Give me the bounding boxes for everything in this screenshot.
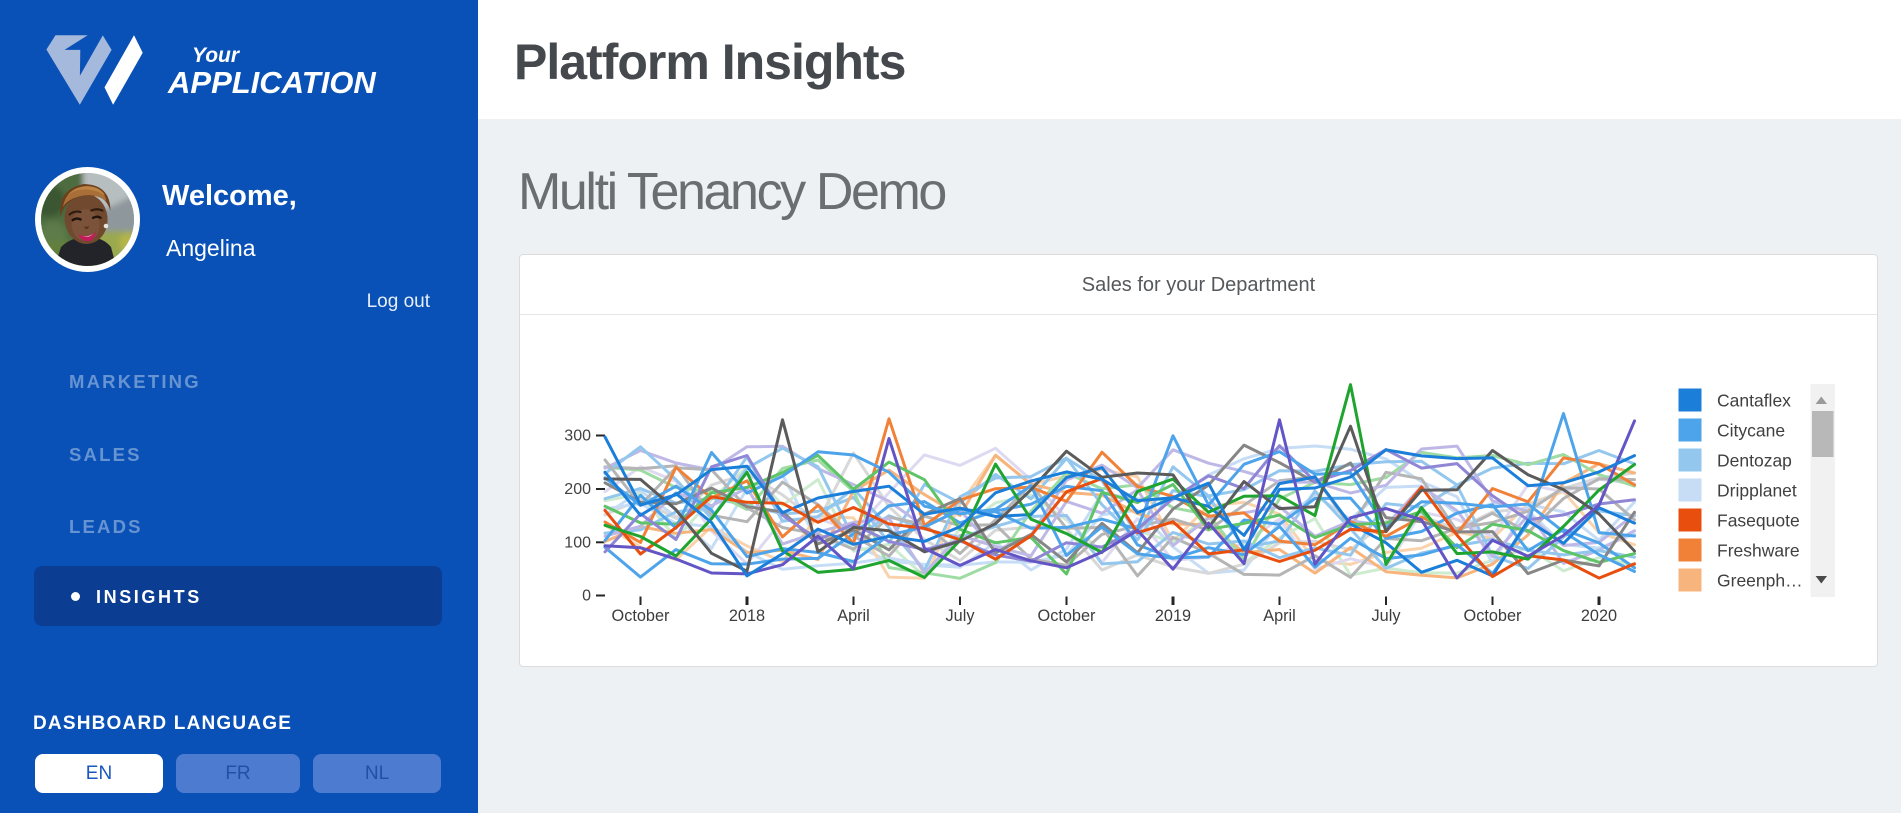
svg-text:Cantaflex: Cantaflex: [1717, 391, 1791, 411]
svg-text:Dentozap: Dentozap: [1717, 451, 1792, 471]
svg-text:April: April: [1263, 607, 1296, 625]
svg-text:April: April: [837, 607, 870, 625]
svg-text:2018: 2018: [729, 607, 765, 625]
svg-text:July: July: [946, 607, 976, 625]
svg-text:Freshware: Freshware: [1717, 541, 1800, 561]
svg-text:200: 200: [564, 481, 591, 498]
svg-text:July: July: [1372, 607, 1402, 625]
svg-text:October: October: [1464, 607, 1522, 625]
svg-text:Dripplanet: Dripplanet: [1717, 481, 1797, 501]
svg-text:Citycane: Citycane: [1717, 421, 1785, 441]
svg-text:October: October: [612, 607, 670, 625]
svg-text:Greenph…: Greenph…: [1717, 571, 1803, 591]
svg-text:October: October: [1038, 607, 1096, 625]
svg-text:0: 0: [582, 588, 591, 605]
svg-text:2020: 2020: [1581, 607, 1617, 625]
svg-text:300: 300: [564, 428, 591, 445]
svg-text:100: 100: [564, 534, 591, 551]
svg-text:Fasequote: Fasequote: [1717, 511, 1800, 531]
svg-text:2019: 2019: [1155, 607, 1191, 625]
